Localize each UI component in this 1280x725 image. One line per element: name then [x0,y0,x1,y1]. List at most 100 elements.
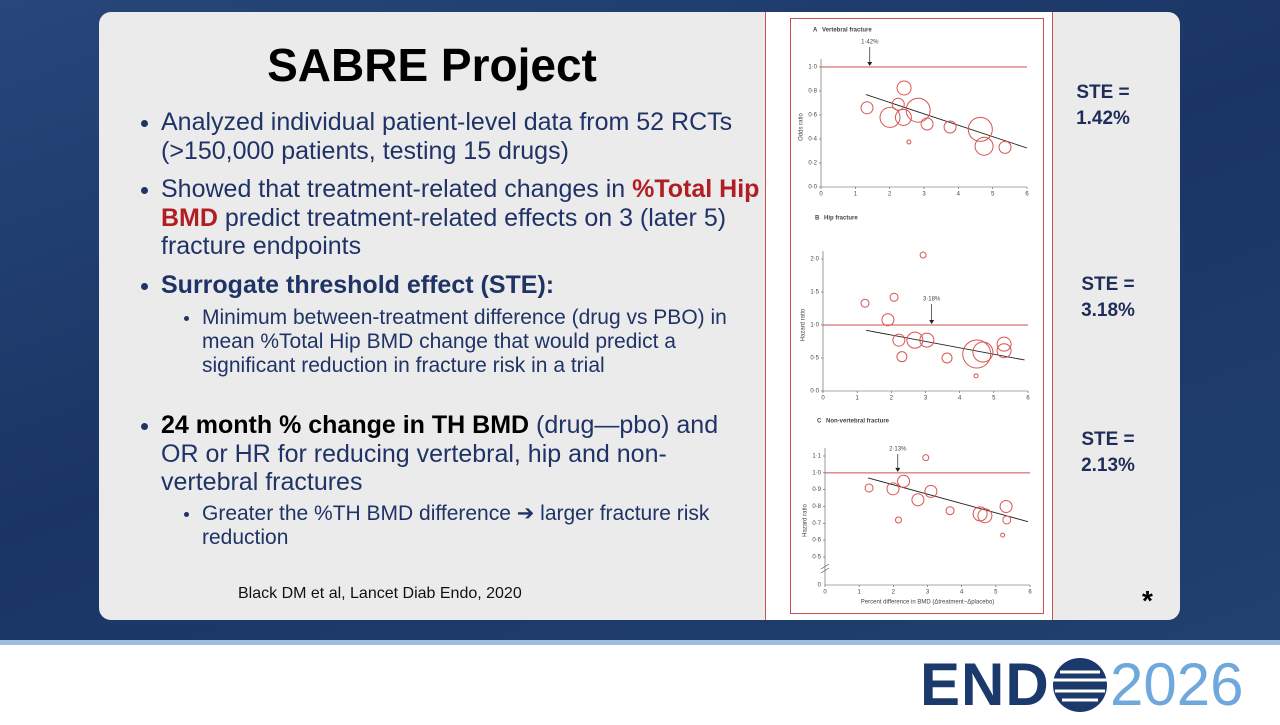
threshold-arrowhead [929,320,935,324]
ste-line: 2.13% [1081,455,1135,476]
study-bubble [973,373,979,379]
study-bubble [906,331,924,349]
x-axis-label: Percent difference in BMD (Δtreatment−Δp… [861,600,994,606]
study-bubble [896,351,908,363]
x-tick-label: 0 [819,192,823,198]
x-tick-label: 5 [994,590,998,596]
study-bubble [886,482,900,496]
y-axis-label: Odds ratio [799,113,805,141]
y-tick-label: 0·0 [808,185,817,191]
study-bubble [922,454,930,462]
panel-letter: B [815,216,820,222]
fit-line [867,477,1029,523]
x-tick-label: 6 [1025,192,1029,198]
x-tick-label: 6 [1028,590,1032,596]
study-bubble [919,332,935,348]
study-bubble [919,251,927,259]
study-bubble [943,120,957,134]
y-tick-label: 1·0 [808,65,817,71]
study-bubble [896,80,912,96]
study-bubble [924,484,938,498]
study-bubble [996,343,1012,359]
fit-line [865,329,1025,361]
study-bubble [911,493,925,507]
y-tick-label: 0·6 [808,113,817,119]
slide-title: SABRE Project [267,39,597,91]
x-tick-label: 3 [926,590,930,596]
bullet-text: (drug—pbo) and OR or HR for reducing ver… [161,411,719,496]
bullet: Analyzed individual patient-level data f… [161,108,761,165]
x-tick-label: 0 [823,590,827,596]
study-bubble [905,97,931,123]
bullet-text: Surrogate threshold effect (STE): [161,271,555,299]
study-bubble [864,483,874,493]
x-tick-label: 2 [892,590,896,596]
x-tick-label: 3 [924,396,928,402]
y-axis-label: Hazard ratio [801,308,807,341]
panel-title: Hip fracture [824,216,858,222]
threshold-arrowhead [867,62,873,66]
globe [1053,658,1107,712]
y-tick-label: 1·0 [810,323,819,329]
study-bubble [996,336,1012,352]
x-tick-label: 1 [854,192,858,198]
axis-break-label: 0 [818,583,822,589]
brand-text: END [920,651,1050,718]
brand-year: 2026 [1110,651,1244,718]
y-tick-label: 0·6 [812,538,821,544]
bullet: 24 month % change in TH BMD (drug—pbo) a… [161,411,761,497]
study-bubble [974,136,994,156]
bullet-text: Showed that treatment-related changes in [161,175,633,203]
ste-line: 3.18% [1081,300,1135,321]
sub-bullet-dot [184,512,189,517]
footnote-mark: * [1142,585,1153,616]
y-tick-label: 0·8 [812,504,821,510]
sub-bullet-text: Greater the %TH BMD difference ➔ larger … [202,502,710,549]
study-bubble [860,298,870,308]
x-tick-label: 6 [1026,396,1030,402]
sub-bullet-text: Minimum between-treatment difference (dr… [202,306,727,377]
y-tick-label: 0·5 [812,555,821,561]
x-tick-label: 3 [922,192,926,198]
panel-letter: A [813,28,818,34]
study-bubble [906,139,912,145]
x-tick-label: 2 [888,192,892,198]
ste-line: 1.42% [1076,108,1130,129]
bullet-dot [141,283,148,290]
sub-bullet: Greater the %TH BMD difference ➔ larger … [202,502,752,550]
ste-label: STE = 3.18% [1058,272,1158,324]
study-bubble [889,292,899,302]
study-bubble [972,341,994,363]
study-bubble [1002,515,1012,525]
sub-bullet-dot [184,316,189,321]
y-tick-label: 0·5 [810,356,819,362]
study-bubble [892,333,906,347]
panel-title: Non-vertebral fracture [826,419,890,425]
study-bubble [967,116,993,142]
y-tick-label: 1·1 [812,454,821,460]
x-tick-label: 4 [957,192,961,198]
axis-break [820,563,830,574]
y-tick-label: 0·7 [812,521,821,527]
threshold-label: 3·18% [923,297,941,303]
threshold-label: 1·42% [861,40,879,46]
study-bubble [891,97,905,111]
study-bubble [897,474,911,488]
bullet-text: Analyzed individual patient-level data f… [161,108,733,165]
fit-line [865,94,1028,149]
x-tick-label: 4 [958,396,962,402]
ste-line: STE = [1081,274,1135,295]
bullet: Surrogate threshold effect (STE): [161,271,761,300]
ste-label: STE = 1.42% [1053,80,1153,132]
figure-frame [790,18,1044,614]
study-bubble [881,313,895,327]
citation: Black DM et al, Lancet Diab Endo, 2020 [238,585,522,602]
panel-letter: C [817,419,822,425]
bullet-text: predict treatment-related effects on 3 (… [161,203,727,261]
sub-bullet: Minimum between-treatment difference (dr… [202,306,752,378]
bullet-text: %Total Hip BMD [161,175,760,232]
x-tick-label: 0 [821,396,825,402]
bullet-dot [141,423,148,430]
ste-label: STE = 2.13% [1058,427,1158,479]
